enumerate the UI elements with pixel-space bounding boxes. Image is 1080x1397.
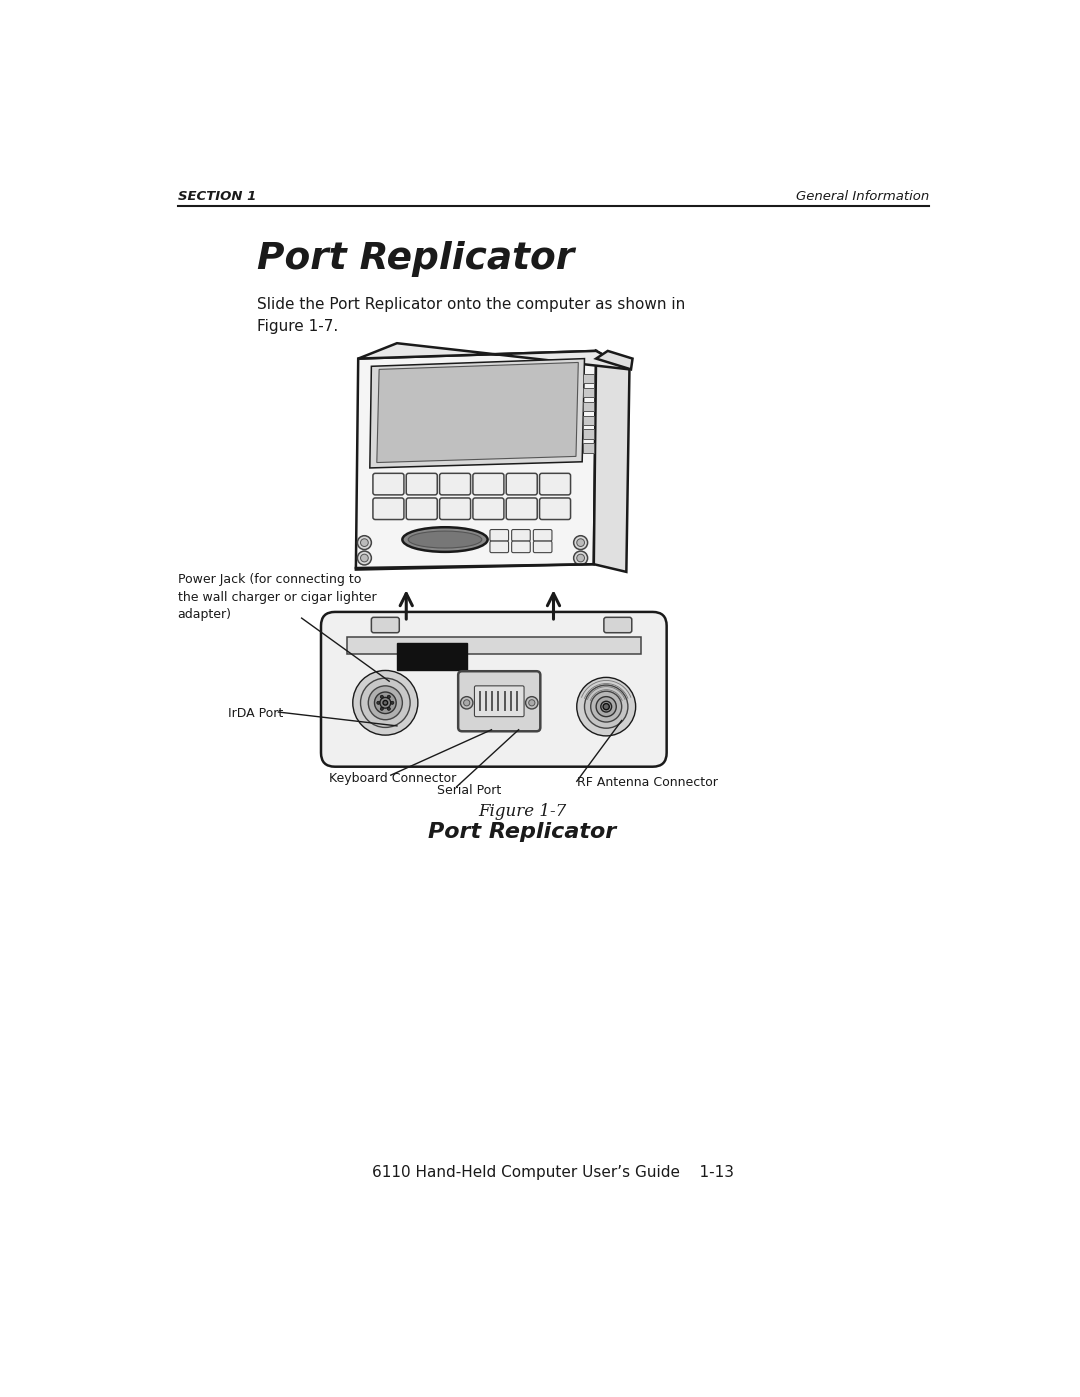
Ellipse shape — [403, 527, 488, 552]
FancyBboxPatch shape — [507, 497, 537, 520]
Bar — [583, 402, 594, 411]
Circle shape — [361, 539, 368, 546]
Bar — [583, 429, 594, 439]
Circle shape — [577, 539, 584, 546]
Circle shape — [573, 550, 588, 564]
Circle shape — [357, 550, 372, 564]
Text: Port Replicator: Port Replicator — [257, 240, 575, 277]
Text: 6110 Hand-Held Computer User’s Guide    1-13: 6110 Hand-Held Computer User’s Guide 1-1… — [373, 1165, 734, 1180]
Circle shape — [383, 700, 388, 705]
Circle shape — [463, 700, 470, 705]
Circle shape — [380, 697, 391, 708]
Circle shape — [380, 696, 383, 698]
FancyBboxPatch shape — [512, 541, 530, 553]
Circle shape — [377, 701, 380, 704]
Bar — [583, 388, 594, 397]
Text: Port Replicator: Port Replicator — [429, 823, 617, 842]
Bar — [583, 374, 594, 383]
FancyBboxPatch shape — [474, 686, 524, 717]
Circle shape — [357, 535, 372, 549]
Circle shape — [577, 678, 636, 736]
Text: Power Jack (for connecting to
the wall charger or cigar lighter
adapter): Power Jack (for connecting to the wall c… — [177, 573, 376, 622]
Circle shape — [577, 555, 584, 562]
Bar — [347, 637, 642, 654]
FancyBboxPatch shape — [534, 529, 552, 541]
Text: General Information: General Information — [796, 190, 930, 204]
Circle shape — [361, 678, 410, 728]
Bar — [397, 643, 467, 669]
Polygon shape — [356, 351, 596, 570]
Circle shape — [388, 707, 390, 710]
FancyBboxPatch shape — [490, 541, 509, 553]
Circle shape — [375, 692, 396, 714]
Circle shape — [391, 701, 394, 704]
Circle shape — [388, 696, 390, 698]
FancyBboxPatch shape — [490, 529, 509, 541]
Bar — [583, 443, 594, 453]
Text: IrDA Port: IrDA Port — [228, 707, 283, 719]
Circle shape — [573, 535, 588, 549]
Text: RF Antenna Connector: RF Antenna Connector — [577, 775, 717, 789]
Text: Keyboard Connector: Keyboard Connector — [328, 773, 456, 785]
Circle shape — [380, 707, 383, 710]
FancyBboxPatch shape — [507, 474, 537, 495]
Circle shape — [584, 685, 627, 728]
Polygon shape — [377, 362, 578, 462]
Circle shape — [596, 697, 617, 717]
Text: Serial Port: Serial Port — [437, 784, 501, 796]
Text: Slide the Port Replicator onto the computer as shown in
Figure 1-7.: Slide the Port Replicator onto the compu… — [257, 298, 686, 334]
FancyBboxPatch shape — [512, 529, 530, 541]
Circle shape — [526, 697, 538, 708]
FancyBboxPatch shape — [540, 474, 570, 495]
Polygon shape — [369, 359, 584, 468]
FancyBboxPatch shape — [458, 671, 540, 731]
FancyBboxPatch shape — [406, 474, 437, 495]
FancyBboxPatch shape — [372, 617, 400, 633]
Ellipse shape — [408, 531, 482, 548]
Polygon shape — [359, 344, 630, 369]
FancyBboxPatch shape — [473, 474, 504, 495]
Text: SECTION 1: SECTION 1 — [177, 190, 256, 204]
FancyBboxPatch shape — [473, 497, 504, 520]
Circle shape — [529, 700, 535, 705]
Circle shape — [353, 671, 418, 735]
FancyBboxPatch shape — [406, 497, 437, 520]
FancyBboxPatch shape — [604, 617, 632, 633]
Text: Figure 1-7: Figure 1-7 — [478, 803, 567, 820]
FancyBboxPatch shape — [440, 497, 471, 520]
Circle shape — [368, 686, 403, 719]
Polygon shape — [594, 351, 630, 571]
Circle shape — [460, 697, 473, 708]
Circle shape — [591, 692, 622, 722]
FancyBboxPatch shape — [373, 474, 404, 495]
FancyBboxPatch shape — [373, 497, 404, 520]
FancyBboxPatch shape — [321, 612, 666, 767]
Polygon shape — [596, 351, 633, 369]
Bar — [583, 415, 594, 425]
Circle shape — [600, 701, 611, 712]
FancyBboxPatch shape — [540, 497, 570, 520]
Circle shape — [361, 555, 368, 562]
Circle shape — [603, 704, 609, 710]
FancyBboxPatch shape — [534, 541, 552, 553]
FancyBboxPatch shape — [440, 474, 471, 495]
